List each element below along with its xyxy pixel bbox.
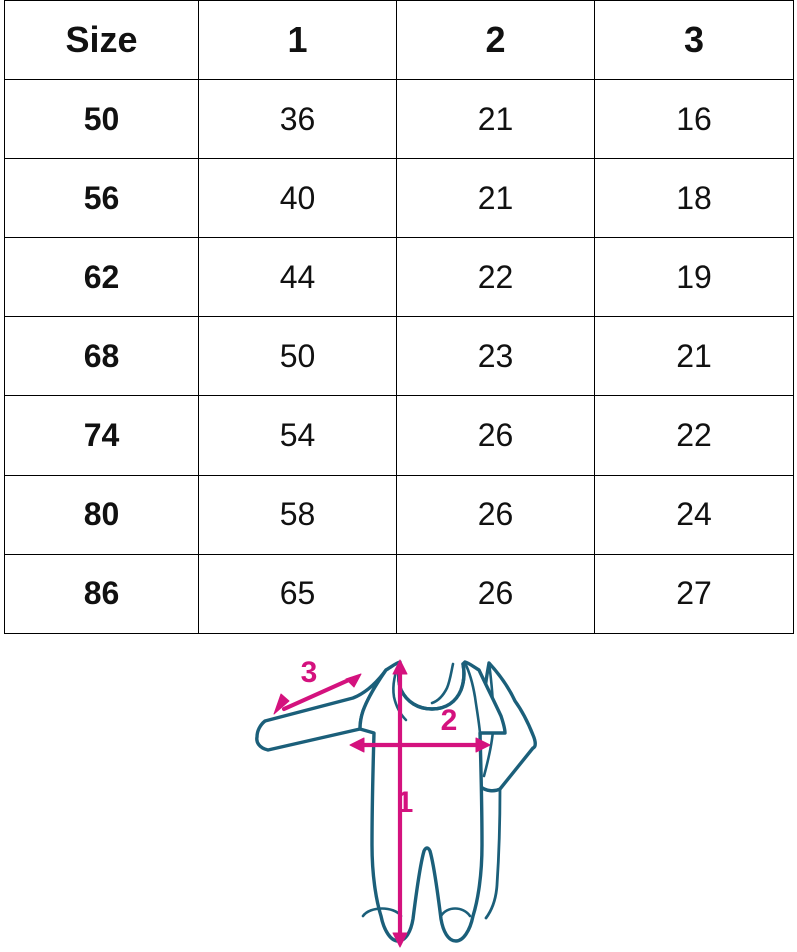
svg-text:2: 2	[441, 704, 458, 737]
svg-text:3: 3	[301, 656, 318, 689]
svg-text:1: 1	[397, 786, 414, 819]
